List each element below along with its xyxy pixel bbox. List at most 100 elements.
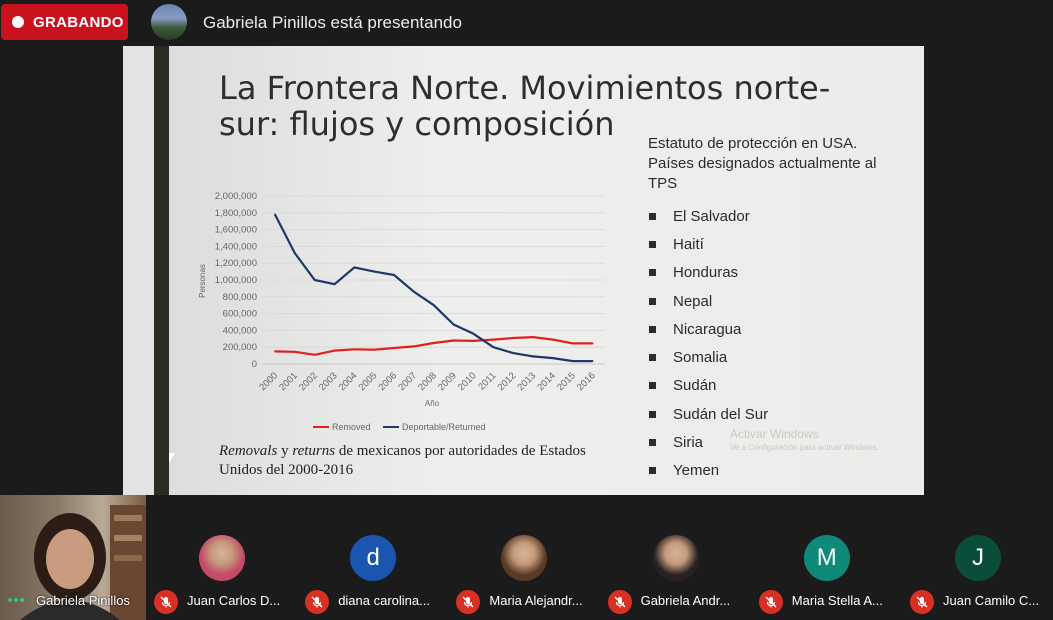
presenter-avatar bbox=[151, 4, 187, 40]
record-dot-icon bbox=[12, 16, 24, 28]
mic-muted-icon bbox=[758, 590, 783, 614]
self-video-tile[interactable]: Gabriela Pinillos bbox=[0, 495, 146, 620]
chart-lines bbox=[274, 213, 594, 363]
chart-x-tick-label: 2008 bbox=[416, 370, 439, 393]
participant-tile[interactable]: Maria Alejandr... bbox=[448, 495, 599, 620]
tps-country-label: Nicaragua bbox=[673, 320, 742, 338]
chart-y-ticks: 0 200,000 400,000 600,000 800,000 1,000,000 1,… bbox=[215, 191, 257, 370]
chart-x-tick-label: 2013 bbox=[515, 370, 538, 393]
tps-country-label: Sudán bbox=[673, 377, 717, 395]
square-bullet-icon bbox=[649, 297, 656, 305]
tps-country-item: Sudán del Sur bbox=[649, 400, 768, 428]
chart-data-point bbox=[333, 349, 336, 352]
chart-y-tick-label: 2,000,000 bbox=[215, 191, 257, 202]
participant-avatar bbox=[501, 535, 548, 581]
tps-country-item: Honduras bbox=[649, 259, 768, 287]
chart-data-point bbox=[413, 345, 415, 348]
chart-data-point bbox=[552, 357, 554, 360]
chart-y-tick-label: 200,000 bbox=[223, 342, 257, 353]
participant-name: Juan Camilo C... bbox=[943, 593, 1040, 608]
chart-x-tick-label: 2007 bbox=[396, 370, 419, 393]
square-bullet-icon bbox=[649, 410, 656, 418]
chart-x-tick-label: 2016 bbox=[575, 370, 598, 393]
mic-muted-icon bbox=[456, 590, 481, 614]
chart-data-point bbox=[472, 340, 475, 342]
chart-data-point bbox=[512, 352, 515, 354]
participant-name: Maria Alejandr... bbox=[489, 593, 583, 608]
chart-legend: Removed Deportable/Returned bbox=[313, 422, 486, 432]
chart-x-tick-label: 2002 bbox=[297, 370, 320, 393]
chart-data-point bbox=[532, 336, 534, 339]
participant-avatar bbox=[199, 535, 245, 581]
mic-muted-icon bbox=[910, 590, 934, 614]
watermark-line-1: Activar Windows bbox=[730, 427, 819, 441]
chart-y-tick-label: 0 bbox=[252, 359, 257, 370]
chart-data-point bbox=[393, 347, 395, 349]
chart-y-tick-label: 800,000 bbox=[223, 292, 257, 303]
tps-country-item: Sudán bbox=[649, 372, 768, 400]
chart-x-tick-label: 2010 bbox=[456, 370, 479, 393]
participant-tile[interactable]: Gabriela Andr... bbox=[600, 495, 751, 620]
chart-series-line bbox=[274, 336, 593, 356]
chart-data-point bbox=[512, 337, 515, 339]
chart-data-point bbox=[274, 350, 276, 353]
tps-country-item: Somalia bbox=[649, 343, 768, 371]
chart-y-tick-label: 1,600,000 bbox=[215, 225, 257, 236]
avatar-letter: J bbox=[972, 544, 984, 571]
chart-y-tick-label: 400,000 bbox=[223, 325, 257, 336]
chart-data-point bbox=[373, 348, 376, 351]
chart-data-point bbox=[274, 213, 276, 216]
square-bullet-icon bbox=[649, 439, 656, 447]
square-bullet-icon bbox=[649, 382, 656, 390]
slide-title: La Frontera Norte. Movimientos norte-sur… bbox=[219, 69, 831, 143]
shared-slide: La Frontera Norte. Movimientos norte-sur… bbox=[123, 46, 924, 495]
legend-label: Deportable/Returned bbox=[402, 422, 486, 432]
participant-avatar bbox=[652, 535, 699, 581]
participant-avatar: J bbox=[955, 535, 1001, 581]
deportations-chart: 0 200,000 400,000 600,000 800,000 1,000,000 1,… bbox=[198, 191, 605, 432]
slide-accent-bar bbox=[154, 46, 169, 495]
chart-data-point bbox=[532, 355, 534, 358]
square-bullet-icon bbox=[649, 212, 656, 220]
chart-data-point bbox=[353, 266, 356, 269]
chart-x-tick-label: 2014 bbox=[535, 370, 558, 393]
tps-heading: Estatuto de protección en USA. Países de… bbox=[648, 135, 877, 192]
chart-data-point bbox=[313, 353, 316, 356]
participant-avatar: d bbox=[350, 535, 397, 581]
tps-country-item: Yemen bbox=[649, 457, 768, 485]
participant-tile[interactable]: J Juan Camilo C... bbox=[902, 495, 1053, 620]
tps-country-list: El Salvador Haití Honduras Nepal Nicaragua So… bbox=[649, 202, 768, 485]
participant-tile[interactable]: M Maria Stella A... bbox=[751, 495, 902, 620]
square-bullet-icon bbox=[649, 240, 656, 248]
square-bullet-icon bbox=[649, 325, 656, 333]
square-bullet-icon bbox=[649, 354, 656, 362]
chart-data-point bbox=[472, 332, 475, 335]
windows-activation-watermark: Activar Windows Ve a Configuración para … bbox=[730, 427, 879, 452]
chart-x-tick-label: 2015 bbox=[555, 370, 578, 393]
chart-data-point bbox=[492, 338, 495, 341]
participant-tile[interactable]: d diana carolina... bbox=[297, 495, 448, 620]
tps-country-label: Siria bbox=[673, 434, 704, 452]
chart-x-tick-label: 2006 bbox=[376, 370, 399, 393]
mic-muted-icon bbox=[305, 590, 330, 614]
chart-x-tick-label: 2011 bbox=[476, 370, 498, 392]
tps-country-item: El Salvador bbox=[649, 202, 768, 230]
chart-x-tick-label: 2003 bbox=[317, 370, 340, 393]
chart-caption: Removals y returns de mexicanos por auto… bbox=[219, 443, 586, 478]
chart-x-tick-label: 2012 bbox=[496, 370, 519, 393]
slide-left-margin bbox=[123, 46, 154, 495]
tps-country-label: El Salvador bbox=[673, 207, 750, 225]
chart-data-point bbox=[552, 338, 554, 341]
self-video-feed bbox=[20, 505, 146, 620]
chart-data-point bbox=[432, 342, 435, 344]
participant-name: Maria Stella A... bbox=[791, 593, 883, 608]
chart-y-tick-label: 1,400,000 bbox=[215, 241, 257, 252]
legend-label: Removed bbox=[332, 422, 371, 432]
presenter-text: Gabriela Pinillos está presentando bbox=[203, 13, 462, 32]
participant-name: Gabriela Andr... bbox=[640, 593, 731, 608]
participant-tile[interactable]: Juan Carlos D... bbox=[146, 495, 297, 620]
chart-data-point bbox=[591, 360, 594, 362]
chart-x-tick-label: 2005 bbox=[357, 370, 380, 393]
recording-badge[interactable]: GRABANDO bbox=[1, 4, 128, 40]
chart-data-point bbox=[313, 279, 316, 281]
